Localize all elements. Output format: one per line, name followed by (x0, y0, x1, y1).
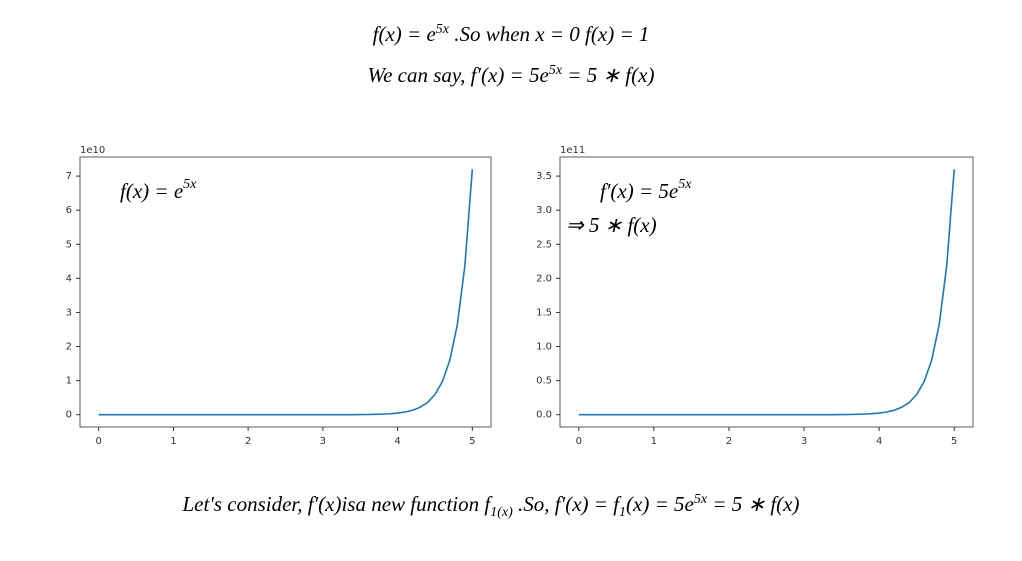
math: 5x (183, 177, 197, 192)
plot-frame (79, 156, 492, 428)
math: 1 (619, 505, 627, 521)
y-tick-label: 2.0 (536, 273, 552, 284)
math: = 5 ∗ f(x) (562, 63, 655, 87)
y-tick-label: 1.0 (536, 342, 552, 353)
math: 5x (435, 22, 449, 37)
math: 5x (693, 492, 708, 507)
y-tick-label: 2 (66, 342, 72, 353)
annotation: f(x) = e5x (120, 177, 197, 203)
y-tick-label: 3 (66, 307, 72, 318)
math: f(x) = e (120, 179, 183, 203)
line-series (98, 169, 474, 416)
math: (x) = 5e (626, 492, 694, 516)
y-tick-label: 2.5 (536, 239, 552, 250)
math: Let's consider, f′(x)isa new function f (182, 492, 491, 516)
x-tick-label: 2 (245, 436, 251, 447)
math: We can say, f′(x) = 5e (367, 63, 549, 87)
math: f(x) = e (372, 22, 436, 46)
line-series (578, 169, 956, 416)
y-tick-label: 6 (66, 205, 72, 216)
y-tick-label: 3.0 (536, 205, 552, 216)
math: = 5 ∗ f(x) (707, 492, 800, 516)
y-tick-label: 3.5 (536, 171, 552, 182)
x-tick-label: 0 (95, 436, 101, 447)
x-tick-label: 1 (170, 436, 176, 447)
x-tick-label: 2 (726, 436, 732, 447)
x-tick-label: 3 (320, 436, 326, 447)
math: 5x (548, 63, 563, 78)
y-tick-label: 4 (66, 273, 72, 284)
x-tick-label: 4 (876, 436, 882, 447)
header-line-1: f(x) = e5x .So when x = 0 f(x) = 1 (0, 22, 1022, 47)
annotation: f′(x) = 5e5x (600, 177, 692, 203)
y-tick-label: 0 (66, 410, 72, 421)
y-tick-label: 1 (66, 376, 72, 387)
x-tick-label: 4 (394, 436, 400, 447)
x-tick-label: 5 (951, 436, 957, 447)
math: .So, f′(x) = f (512, 492, 620, 516)
plot-frame (559, 156, 974, 428)
y-tick-label: 5 (66, 239, 72, 250)
math: 1(x) (490, 505, 513, 521)
annotation: ⇒ 5 ∗ f(x) (566, 213, 657, 237)
math: 5x (678, 177, 692, 192)
offset-label: 1e11 (560, 145, 585, 156)
header-line-2: We can say, f′(x) = 5e5x = 5 ∗ f(x) (0, 63, 1022, 88)
y-tick-label: 0.5 (536, 376, 552, 387)
y-tick-label: 0.0 (536, 410, 552, 421)
math: .So when x = 0 f(x) = 1 (448, 22, 650, 46)
x-tick-label: 5 (469, 436, 475, 447)
offset-label: 1e10 (80, 145, 105, 156)
y-tick-label: 1.5 (536, 307, 552, 318)
y-tick-label: 7 (66, 171, 72, 182)
math: f′(x) = 5e (600, 179, 678, 203)
x-tick-label: 3 (801, 436, 807, 447)
x-tick-label: 1 (651, 436, 657, 447)
x-tick-label: 0 (576, 436, 582, 447)
footer: Let's consider, f′(x)isa new function f1… (0, 492, 1002, 521)
